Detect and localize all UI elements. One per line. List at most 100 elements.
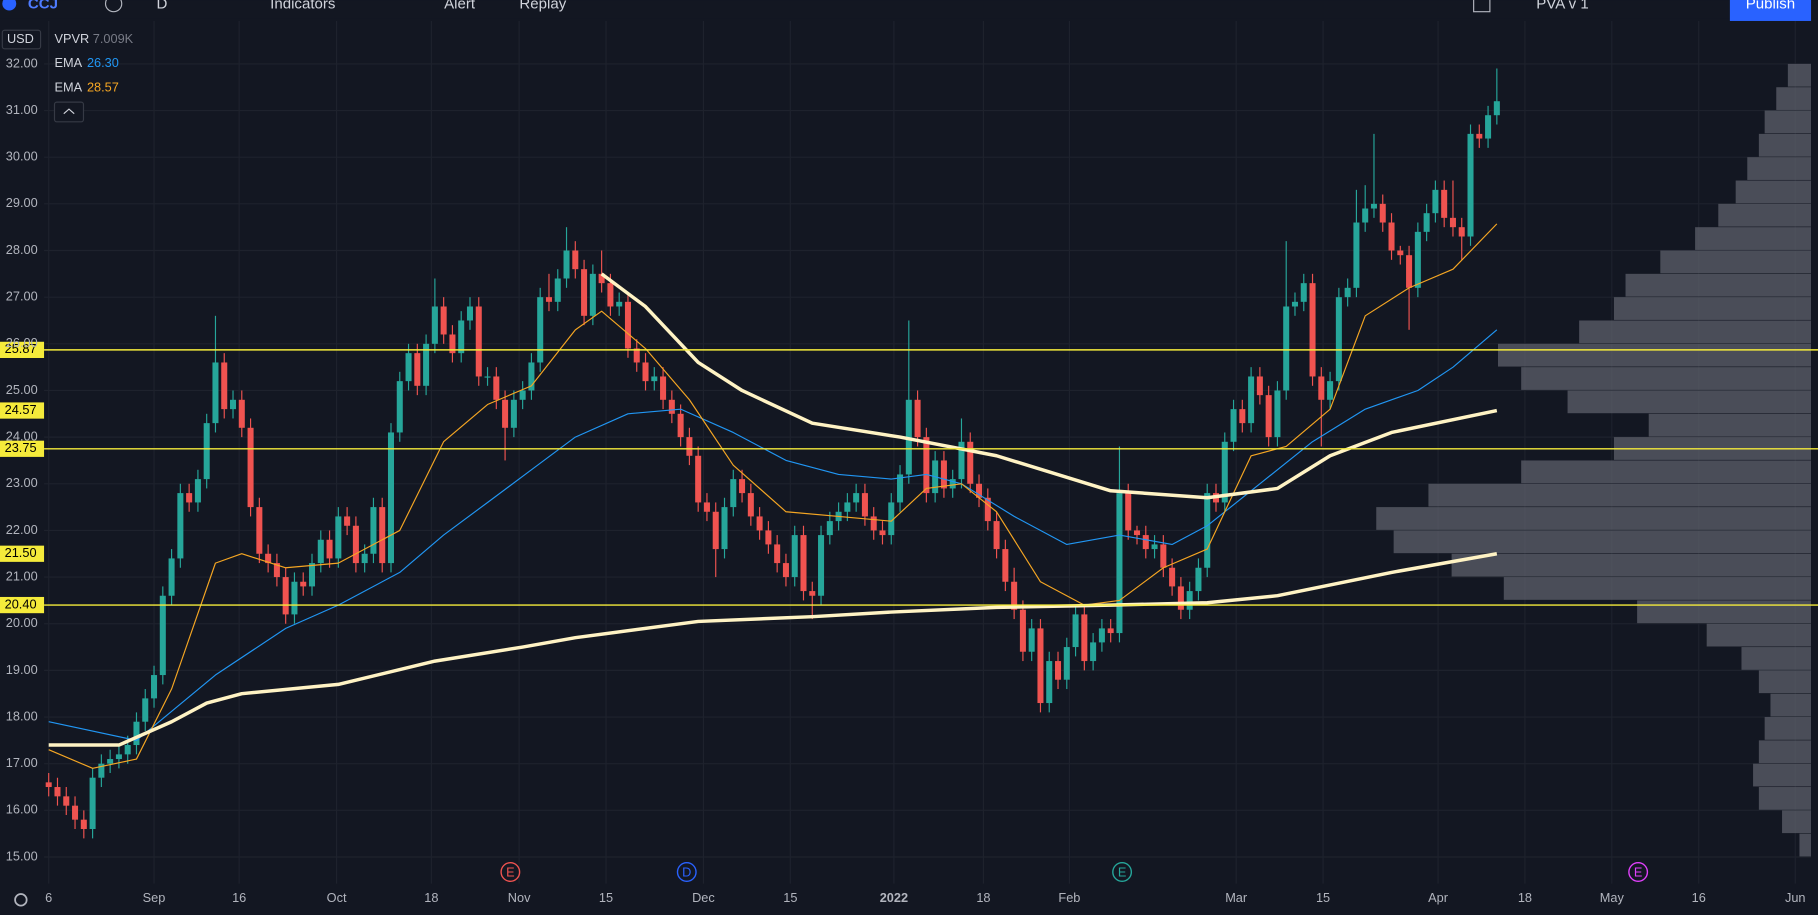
y-tick-label: 17.00 — [6, 755, 38, 770]
candle-body — [466, 306, 473, 321]
publish-button[interactable] — [1729, 0, 1812, 21]
candle-body — [695, 455, 702, 503]
volume-bar — [1764, 110, 1812, 134]
candle-body — [826, 521, 833, 536]
collapse-button[interactable] — [53, 101, 85, 123]
indicator-name: VPVR — [54, 31, 89, 46]
add-symbol[interactable] — [104, 0, 123, 13]
candle-body — [502, 399, 509, 428]
volume-bar — [1747, 157, 1812, 180]
volume-bar — [1660, 250, 1812, 274]
event-label: E — [1634, 865, 1643, 880]
candle-body — [1256, 376, 1263, 396]
candle-body — [703, 502, 710, 512]
currency[interactable]: USD — [7, 31, 34, 46]
candle-body — [115, 754, 122, 760]
y-tick-label: 25.00 — [6, 382, 38, 397]
level-label: 25.87 — [5, 341, 37, 356]
candle-body — [1476, 133, 1483, 139]
volume-bar — [1637, 600, 1812, 624]
candle-body — [844, 502, 851, 512]
candle-body — [1090, 642, 1097, 662]
candle-body — [940, 460, 947, 489]
candle-body — [326, 539, 333, 559]
symbol[interactable]: CCJ — [28, 0, 58, 13]
candle-body — [668, 399, 675, 414]
candle-body — [475, 306, 482, 377]
level-label: 20.40 — [5, 596, 37, 611]
candle-body — [291, 581, 298, 615]
candle-body — [563, 250, 570, 279]
candle-body — [572, 250, 579, 270]
candle-body — [361, 553, 368, 564]
y-tick-label: 32.00 — [6, 55, 38, 70]
candle-body — [458, 320, 465, 354]
collapse-icon[interactable] — [63, 108, 75, 115]
candle-body — [80, 819, 87, 830]
candle-body — [186, 493, 193, 503]
candle-body — [1344, 287, 1351, 298]
candle-body — [405, 353, 412, 382]
candle-body — [63, 796, 70, 806]
candle-body — [923, 437, 930, 494]
candle-body — [1309, 283, 1316, 377]
volume-bar — [1758, 133, 1812, 157]
x-tick-label: 18 — [976, 890, 990, 905]
candle-body — [300, 581, 307, 587]
legend-value: 26.30 — [87, 55, 119, 70]
candle-body — [431, 306, 438, 344]
x-tick-label: Mar — [1225, 890, 1248, 905]
candle-body — [1449, 217, 1456, 228]
candle-body — [194, 479, 201, 503]
candle-body — [782, 563, 789, 578]
settings-icon[interactable] — [14, 893, 28, 907]
candle-body — [791, 535, 798, 578]
candle-body — [589, 273, 596, 316]
indicator-line — [48, 223, 1498, 769]
x-tick-label: 18 — [1518, 890, 1532, 905]
candle-body — [1467, 133, 1474, 237]
candle-body — [1142, 535, 1149, 550]
interval[interactable]: D — [157, 0, 168, 13]
volume-bar — [1567, 390, 1812, 414]
candle-body — [1458, 227, 1465, 237]
rect-tool[interactable] — [1473, 0, 1491, 13]
volume-bar — [1579, 320, 1812, 344]
candle-body — [449, 334, 456, 354]
currency-box[interactable] — [1, 29, 42, 50]
candle-body — [423, 343, 430, 386]
indicator-line — [600, 272, 1498, 500]
y-tick-label: 30.00 — [6, 149, 38, 164]
candle-body — [958, 441, 965, 480]
candle-body — [1046, 661, 1053, 704]
candle-body — [721, 507, 728, 550]
y-tick-label: 29.00 — [6, 195, 38, 210]
candle-body — [1055, 661, 1062, 680]
toolbar-item[interactable]: Indicators — [270, 0, 335, 13]
publish-label[interactable]: Publish — [1746, 0, 1795, 13]
candle-body — [897, 474, 904, 503]
toolbar-item[interactable]: Alert — [444, 0, 476, 13]
candle-body — [537, 297, 544, 363]
candle-body — [1291, 301, 1298, 307]
candle-body — [1441, 189, 1448, 218]
level-label: 24.57 — [5, 402, 37, 417]
volume-bar — [1521, 367, 1812, 390]
level-label-box — [0, 440, 45, 457]
indicator-line — [48, 329, 1498, 741]
y-tick-label: 26.00 — [6, 335, 38, 350]
volume-bar — [1741, 647, 1812, 670]
layout-name[interactable]: PVA v 1 — [1536, 0, 1588, 13]
candle-body — [484, 376, 491, 378]
candle-body — [440, 306, 447, 335]
event-label: D — [682, 865, 691, 880]
candle-body — [1002, 549, 1009, 582]
candle-body — [107, 759, 114, 764]
candle-body — [1362, 208, 1369, 223]
candle-body — [1028, 628, 1035, 652]
candle-body — [151, 675, 158, 699]
candle-body — [1265, 395, 1272, 438]
toolbar-item[interactable]: Replay — [519, 0, 566, 13]
